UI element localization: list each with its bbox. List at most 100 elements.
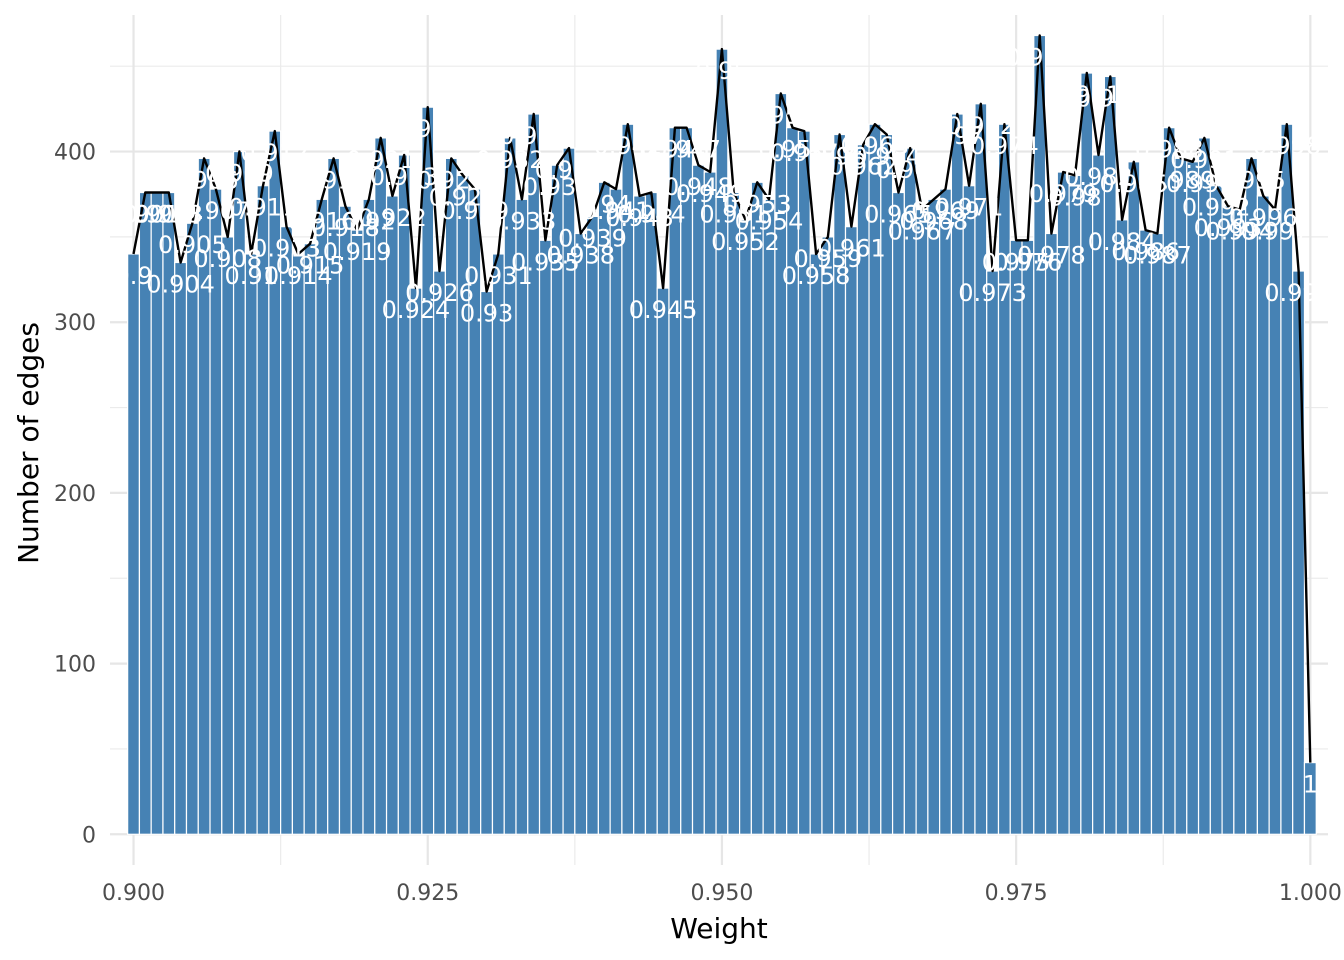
bar-label: 0.977 [1005,43,1074,71]
y-tick-label: 300 [54,311,96,336]
bar-label: 0.968 [899,207,968,235]
bar-label: 0.947 [652,136,721,164]
bar [927,198,941,835]
bar-label: 0.923 [370,163,439,191]
bar-label: 0.979 [1029,180,1098,208]
bar-label: 0.902 [123,201,192,229]
bar-label: 0.99 [1166,170,1219,198]
bar-label: 0.97 [931,122,984,150]
trend-line [132,34,1312,763]
bar [715,48,729,835]
bar-label: 0.91 [224,262,277,290]
bar-label: 0.901 [111,201,180,229]
bar-label: 0.917 [299,166,368,194]
bar-label: 0.927 [417,166,486,194]
bar-label: 0.959 [793,245,862,273]
bar-label: 0.949 [676,180,745,208]
bar [1115,219,1129,835]
bar-label: 0.953 [723,190,792,218]
bar [821,236,835,835]
bar [750,181,764,835]
y-tick-label: 0 [82,823,96,848]
bar [444,157,458,835]
bar [303,243,317,835]
bar-label: 0.965 [864,201,933,229]
bar-label: 0.941 [582,197,651,225]
bar-label: 0.998 [1252,132,1321,160]
bar-label: 0.926 [405,279,474,307]
bar [903,147,917,835]
bar [397,154,411,835]
y-axis-title: Number of edges [12,322,45,564]
y-tick-label: 400 [54,141,96,166]
bar-label: 0.905 [158,231,227,259]
bar-label: 0.988 [1135,136,1204,164]
bar-label: 0.984 [1088,228,1157,256]
bar-label: 0.94 [578,190,631,218]
bar [1139,229,1153,835]
bar [1150,232,1164,835]
bar [338,205,352,835]
bar [939,188,953,835]
bar [738,219,752,835]
bar [1068,174,1082,835]
bar [656,287,670,835]
bar-label: 0.997 [1241,218,1310,246]
bar-label: 0.986 [1111,238,1180,266]
bar-label: 0.922 [358,204,427,232]
bar-label: 0.904 [146,270,215,298]
bar-label: 0.989 [1147,166,1216,194]
bar-label: 0.954 [735,207,804,235]
bar-label: 0.911 [229,194,298,222]
x-tick-label: 0.975 [985,881,1048,906]
bar-label: 0.994 [1205,218,1274,246]
x-tick-label: 1.000 [1279,881,1342,906]
bar [997,123,1011,835]
bar-label: 0.919 [323,238,392,266]
bar-label: 0.938 [546,241,615,269]
bar [409,287,423,835]
bar-label: 0.932 [476,146,545,174]
bar [538,239,552,835]
bar-label: 0.908 [193,245,262,273]
bar [350,229,364,835]
bar [609,188,623,835]
bar [1245,157,1258,835]
bar [762,198,776,835]
bar [291,253,305,835]
bar-label: 0.956 [758,136,827,164]
bar-label: 0.971 [935,194,1004,222]
bar-label: 0.964 [852,142,921,170]
bar-label: 0.983 [1076,84,1145,112]
bar-label: 0.93 [460,300,513,328]
bar-label: 0.948 [664,173,733,201]
x-tick-label: 0.925 [396,881,459,906]
bar-label: 0.935 [511,248,580,276]
bar [1162,127,1176,835]
bar-label: 0.944 [617,201,686,229]
bar [1044,232,1058,835]
bar-label: 0.952 [711,228,780,256]
bar-label: 0.92 [342,207,395,235]
bar-label: 0.924 [382,296,451,324]
bar-label: 0.963 [841,132,910,160]
bar-label: 0.918 [311,214,380,242]
bar-label: 0.95 [695,57,748,85]
bar [586,215,599,835]
bar-label: 0.974 [970,132,1039,160]
bar-label: 0.915 [276,252,345,280]
bar-label: 0.942 [593,132,662,160]
x-tick-label: 0.900 [102,881,165,906]
bar [315,198,329,835]
bar-label: 0.955 [746,102,815,130]
bar-label: 0.934 [499,122,568,150]
bar [703,171,717,835]
bar [1209,185,1223,835]
bar-label: 0.973 [958,279,1027,307]
bar-label: 0.925 [393,115,462,143]
bar-label: 0.962 [829,153,898,181]
bar-label: 0.985 [1099,170,1168,198]
bar [1292,270,1306,835]
